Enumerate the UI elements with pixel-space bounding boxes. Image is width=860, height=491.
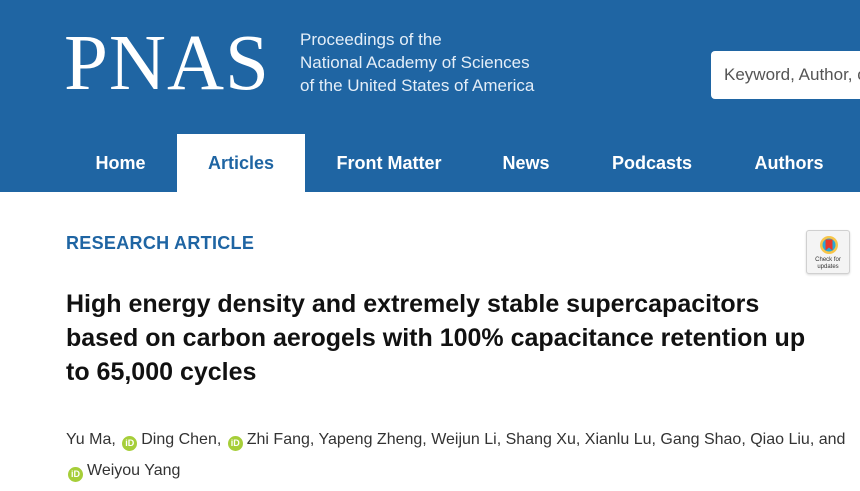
orcid-icon[interactable]: iD [122, 436, 138, 451]
author-separator: , [422, 431, 432, 448]
author-name[interactable]: Zhi Fang [246, 431, 310, 448]
journal-subtitle: Proceedings of the National Academy of S… [300, 28, 534, 97]
nav-podcasts[interactable]: Podcasts [611, 153, 693, 173]
author-name[interactable]: Ding Chen [141, 431, 217, 448]
author-name[interactable]: Yapeng Zheng [318, 431, 423, 448]
main-nav: Home Articles Front Matter News Podcasts… [0, 134, 860, 192]
nav-front-matter[interactable]: Front Matter [336, 153, 442, 173]
check-for-updates-button[interactable]: Check for updates [806, 230, 850, 274]
subtitle-line: National Academy of Sciences [300, 53, 530, 72]
nav-home[interactable]: Home [95, 153, 146, 173]
nav-articles[interactable]: Articles [177, 134, 305, 192]
subtitle-line: Proceedings of the [300, 30, 442, 49]
nav-authors[interactable]: Authors [754, 153, 824, 173]
pnas-logo[interactable]: PNAS [64, 20, 270, 107]
orcid-icon[interactable]: iD [227, 436, 243, 451]
author-name[interactable]: Yu Ma [66, 431, 112, 448]
author-separator: , and [809, 431, 846, 448]
search-input[interactable] [711, 51, 860, 99]
article-title: High energy density and extremely stable… [66, 290, 806, 386]
author-name[interactable]: Shang Xu [505, 431, 576, 448]
author-separator: , [216, 431, 226, 448]
author-name[interactable]: Xianlu Lu [584, 431, 652, 448]
author-separator: , [651, 431, 661, 448]
author-list: Yu Ma, iD Ding Chen, iD Zhi Fang, Yapeng Z… [66, 424, 856, 486]
site-header: PNAS Proceedings of the National Academy… [0, 0, 860, 192]
author-name[interactable]: Gang Shao [660, 431, 742, 448]
author-separator: , [111, 431, 121, 448]
nav-news[interactable]: News [502, 153, 550, 173]
author-name[interactable]: Qiao Liu [750, 431, 810, 448]
bookmark-icon [820, 236, 838, 254]
subtitle-line: of the United States of America [300, 76, 535, 95]
article-type: RESEARCH ARTICLE [66, 233, 255, 253]
author-separator: , [741, 431, 751, 448]
author-separator: , [309, 431, 319, 448]
author-separator: , [496, 431, 506, 448]
check-for-updates-label: Check for updates [815, 257, 841, 270]
author-separator: , [575, 431, 585, 448]
author-name[interactable]: Weijun Li [431, 431, 497, 448]
orcid-icon[interactable]: iD [68, 467, 83, 482]
author-name[interactable]: Weiyou Yang [87, 462, 181, 479]
